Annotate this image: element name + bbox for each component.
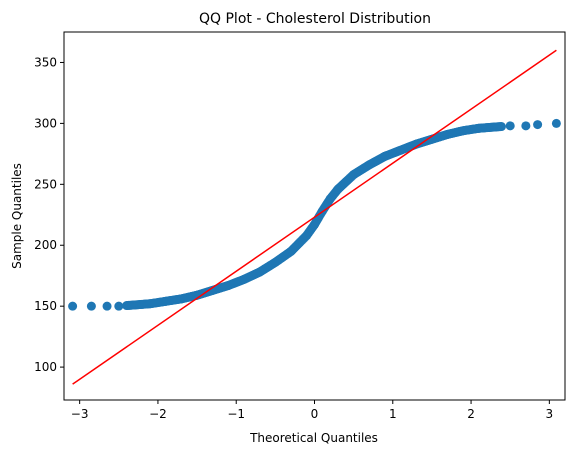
data-point (114, 301, 124, 311)
x-axis-label: Theoretical Quantiles (249, 431, 378, 445)
y-tick-label: 350 (34, 55, 57, 69)
y-tick-label: 300 (34, 116, 57, 130)
reference-line (72, 49, 557, 385)
plot-area (68, 49, 561, 385)
data-point (533, 120, 543, 130)
y-tick-label: 250 (34, 177, 57, 191)
data-point (496, 122, 506, 132)
x-tick-label: 3 (546, 407, 554, 421)
y-axis-ticks: 100 150 200 250 300 350 (34, 55, 64, 374)
data-point (521, 121, 531, 131)
chart-title: QQ Plot - Cholesterol Distribution (199, 11, 431, 27)
x-axis-ticks: −3 −2 −1 0 1 2 3 (71, 400, 553, 421)
data-point (551, 118, 561, 128)
x-tick-label: 1 (389, 407, 397, 421)
x-tick-label: −2 (149, 407, 167, 421)
y-axis-label: Sample Quantiles (10, 163, 24, 269)
x-tick-label: 0 (311, 407, 319, 421)
y-tick-label: 100 (34, 360, 57, 374)
data-point (86, 301, 96, 311)
x-tick-label: 2 (467, 407, 475, 421)
data-point (102, 301, 112, 311)
y-tick-label: 150 (34, 299, 57, 313)
data-point (68, 301, 78, 311)
data-point (505, 121, 515, 131)
x-tick-label: −1 (227, 407, 245, 421)
y-tick-label: 200 (34, 238, 57, 252)
x-tick-label: −3 (71, 407, 89, 421)
